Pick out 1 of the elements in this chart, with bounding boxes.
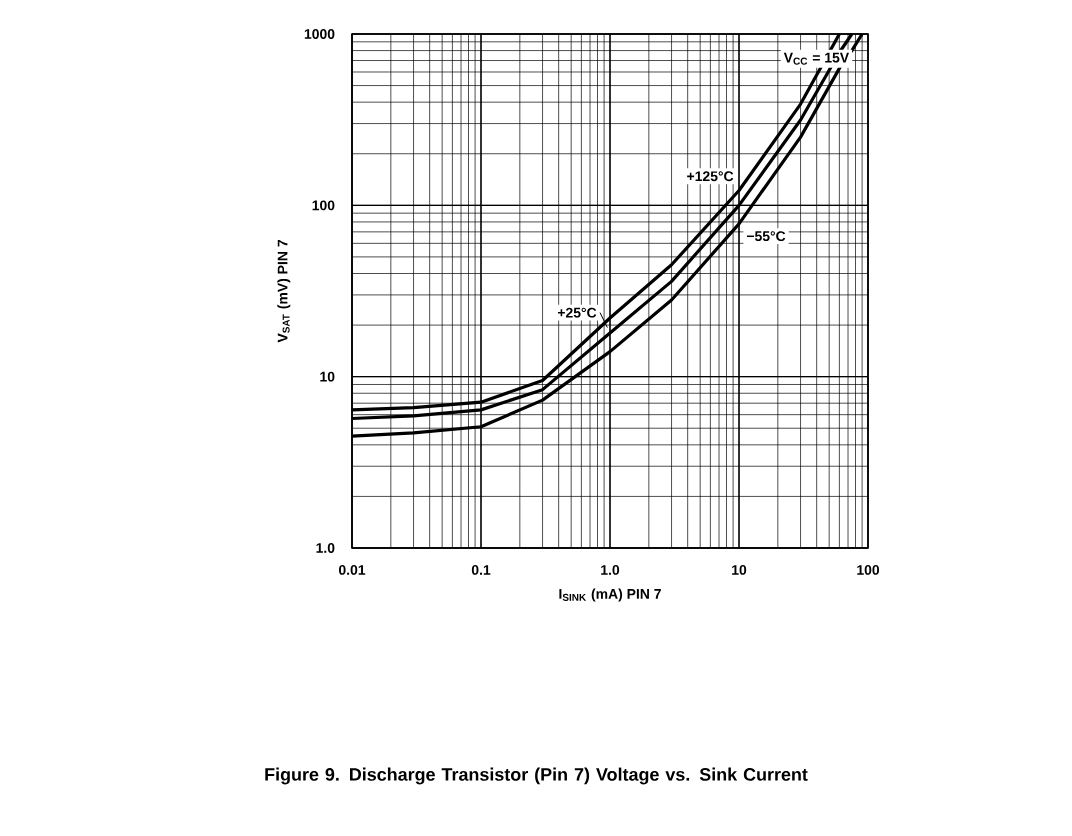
text: Figure 9. Discharge Transistor (Pin 7) Voltage vs. Sink Current bbox=[265, 767, 808, 785]
